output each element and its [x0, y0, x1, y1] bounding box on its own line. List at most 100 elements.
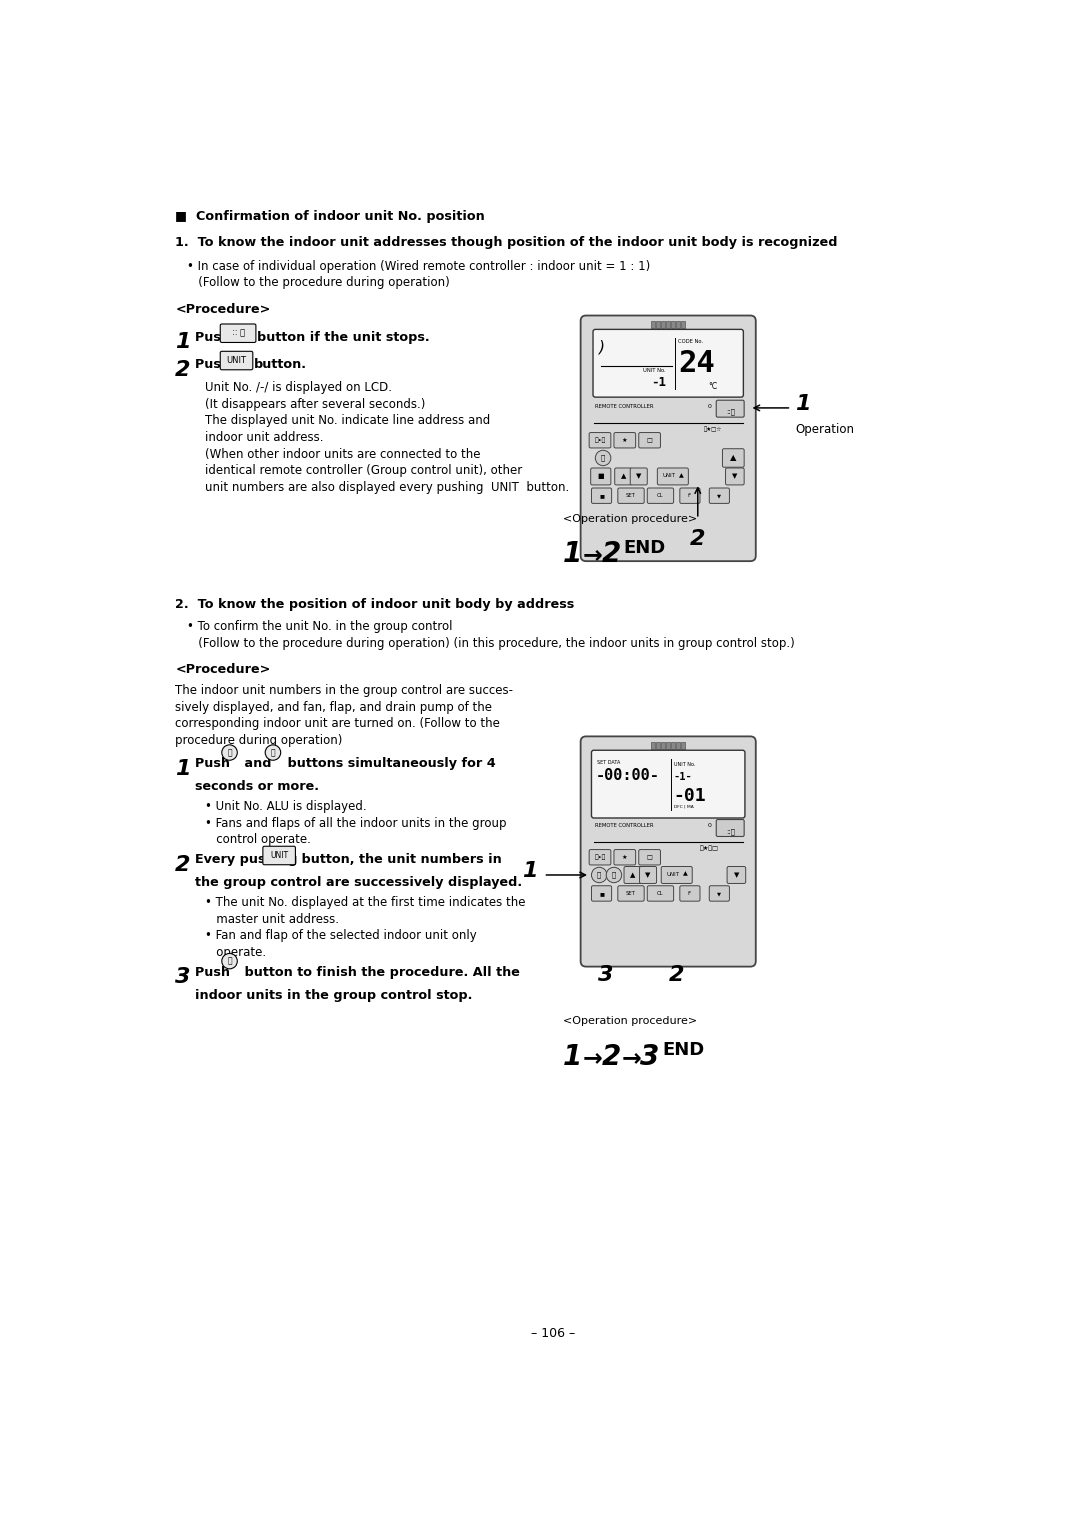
FancyBboxPatch shape	[624, 866, 642, 883]
FancyBboxPatch shape	[592, 488, 611, 503]
Bar	[665, 741, 670, 749]
Text: seconds or more.: seconds or more.	[195, 781, 320, 793]
FancyBboxPatch shape	[710, 886, 729, 901]
Text: 3: 3	[598, 965, 613, 985]
Text: button to finish the procedure. All the: button to finish the procedure. All the	[240, 965, 519, 979]
Bar	[671, 741, 675, 749]
Text: →: →	[583, 543, 603, 567]
Text: ⓘ∙ⓘ: ⓘ∙ⓘ	[594, 854, 606, 860]
FancyBboxPatch shape	[639, 866, 657, 883]
Text: operate.: operate.	[205, 946, 266, 959]
Text: corresponding indoor unit are turned on. (Follow to the: corresponding indoor unit are turned on.…	[175, 717, 500, 730]
Text: ::ⓤ: ::ⓤ	[726, 828, 734, 834]
Text: sively displayed, and fan, flap, and drain pump of the: sively displayed, and fan, flap, and dra…	[175, 702, 492, 714]
FancyBboxPatch shape	[658, 468, 688, 485]
Bar	[656, 741, 660, 749]
Circle shape	[592, 868, 607, 883]
Text: 1: 1	[563, 1043, 582, 1071]
Bar	[661, 741, 665, 749]
Text: and: and	[240, 758, 275, 770]
FancyBboxPatch shape	[727, 866, 745, 883]
Text: END: END	[662, 1042, 704, 1060]
Text: ⓐ: ⓐ	[227, 749, 232, 756]
Text: indoor units in the group control stop.: indoor units in the group control stop.	[195, 988, 473, 1002]
Bar	[680, 320, 685, 328]
Bar	[676, 320, 680, 328]
FancyBboxPatch shape	[590, 433, 611, 448]
Text: 2: 2	[602, 1043, 621, 1071]
FancyBboxPatch shape	[631, 468, 647, 485]
Text: ★: ★	[622, 856, 627, 860]
Circle shape	[266, 744, 281, 761]
Text: unit numbers are also displayed every pushing  UNIT  button.: unit numbers are also displayed every pu…	[205, 480, 569, 494]
Text: REMOTE CONTROLLER: REMOTE CONTROLLER	[595, 404, 653, 409]
Text: ■  Confirmation of indoor unit No. position: ■ Confirmation of indoor unit No. positi…	[175, 210, 485, 223]
Text: • Unit No. ALU is displayed.: • Unit No. ALU is displayed.	[205, 801, 366, 813]
Text: UNIT No.: UNIT No.	[674, 762, 694, 767]
Text: • Fan and flap of the selected indoor unit only: • Fan and flap of the selected indoor un…	[205, 929, 476, 942]
Text: control operate.: control operate.	[205, 833, 311, 846]
Text: UNIT: UNIT	[666, 872, 679, 877]
Bar	[650, 741, 654, 749]
Text: ⓘ★ⓖ□: ⓘ★ⓖ□	[700, 845, 719, 851]
Text: • Fans and flaps of all the indoor units in the group: • Fans and flaps of all the indoor units…	[205, 817, 507, 830]
Circle shape	[221, 744, 238, 761]
Text: ▲: ▲	[679, 473, 684, 479]
Text: ⓖ: ⓖ	[227, 956, 232, 965]
Text: ■: ■	[597, 473, 604, 479]
Text: UNIT: UNIT	[227, 355, 246, 364]
FancyBboxPatch shape	[593, 329, 743, 396]
Text: UNIT: UNIT	[270, 851, 288, 860]
Bar	[656, 320, 660, 328]
Text: f°: f°	[688, 493, 692, 499]
FancyBboxPatch shape	[581, 737, 756, 967]
Text: ■: ■	[599, 891, 604, 897]
Text: The indoor unit numbers in the group control are succes-: The indoor unit numbers in the group con…	[175, 685, 513, 697]
Text: →: →	[622, 1046, 642, 1071]
Text: the group control are successively displayed.: the group control are successively displ…	[195, 877, 523, 889]
Circle shape	[221, 953, 238, 968]
Text: 1: 1	[522, 862, 537, 881]
Bar	[676, 741, 680, 749]
FancyBboxPatch shape	[638, 849, 661, 865]
FancyBboxPatch shape	[591, 468, 611, 485]
Text: Push: Push	[195, 758, 235, 770]
Text: ■: ■	[599, 493, 604, 499]
Text: • The unit No. displayed at the first time indicates the: • The unit No. displayed at the first ti…	[205, 897, 525, 909]
Text: button if the unit stops.: button if the unit stops.	[257, 331, 430, 345]
Text: END: END	[623, 538, 665, 557]
Text: ⓖ: ⓖ	[271, 749, 275, 756]
FancyBboxPatch shape	[647, 488, 674, 503]
FancyBboxPatch shape	[613, 849, 636, 865]
Text: -01: -01	[674, 787, 706, 805]
FancyBboxPatch shape	[679, 886, 700, 901]
FancyBboxPatch shape	[679, 488, 700, 503]
Text: buttons simultaneously for 4: buttons simultaneously for 4	[283, 758, 496, 770]
FancyBboxPatch shape	[618, 886, 644, 901]
Text: UNIT: UNIT	[662, 473, 675, 479]
Text: UNIT No.: UNIT No.	[643, 368, 665, 374]
Text: (When other indoor units are connected to the: (When other indoor units are connected t…	[205, 447, 481, 461]
Text: 24: 24	[678, 349, 715, 378]
Text: – 106 –: – 106 –	[531, 1327, 576, 1340]
FancyBboxPatch shape	[613, 433, 636, 448]
Circle shape	[606, 868, 622, 883]
Text: -1: -1	[650, 377, 665, 389]
Text: (Follow to the procedure during operation) (in this procedure, the indoor units : (Follow to the procedure during operatio…	[187, 637, 795, 650]
Text: ▼: ▼	[636, 473, 642, 479]
FancyBboxPatch shape	[592, 750, 745, 817]
Text: (It disappears after several seconds.): (It disappears after several seconds.)	[205, 398, 426, 410]
Text: ▼: ▼	[732, 473, 738, 479]
Text: 2: 2	[690, 529, 705, 549]
Text: 3: 3	[175, 967, 191, 987]
Text: -1-: -1-	[674, 772, 692, 782]
Text: CL: CL	[658, 891, 664, 897]
Text: °C: °C	[708, 381, 717, 390]
FancyBboxPatch shape	[220, 351, 253, 369]
FancyBboxPatch shape	[590, 849, 611, 865]
Circle shape	[595, 450, 611, 465]
Text: □: □	[647, 438, 652, 442]
Text: master unit address.: master unit address.	[205, 912, 339, 926]
Text: 2: 2	[175, 360, 191, 380]
Text: ▼: ▼	[646, 872, 651, 878]
